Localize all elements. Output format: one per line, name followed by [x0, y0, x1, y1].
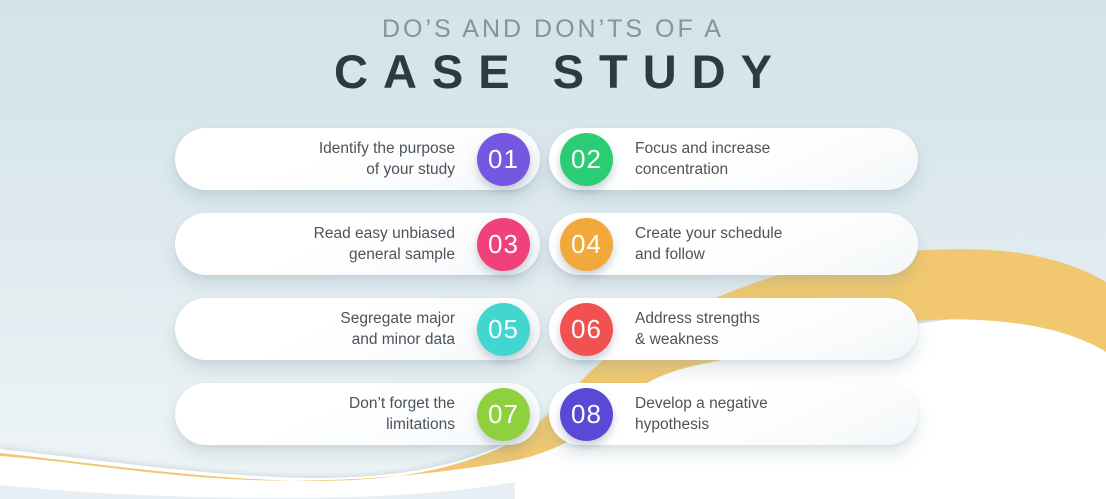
- card-text-line-1: Create your schedule: [635, 225, 783, 242]
- card-06: 06 Address strengths & weakness: [549, 298, 918, 360]
- number-badge: 06: [560, 302, 613, 356]
- card-text-line-2: and follow: [635, 246, 705, 263]
- white-wave-shape: [0, 315, 1106, 499]
- card-text-line-1: Develop a negative: [635, 395, 768, 412]
- number-badge: 07: [477, 387, 530, 441]
- card-text-line-1: Read easy unbiased: [313, 225, 455, 242]
- card-text: Focus and increase concentration: [635, 138, 770, 180]
- card-text-line-1: Address strengths: [635, 310, 760, 327]
- number-badge: 08: [560, 387, 613, 441]
- card-text-line-1: Don’t forget the: [349, 395, 455, 412]
- card-02: 02 Focus and increase concentration: [549, 128, 918, 190]
- card-text: Read easy unbiased general sample: [314, 223, 455, 265]
- card-text-line-2: and minor data: [351, 331, 455, 348]
- card-text-line-1: Identify the purpose: [318, 140, 455, 157]
- number-badge: 02: [560, 132, 613, 186]
- cards-grid: Identify the purpose of your study 01 02…: [175, 128, 918, 445]
- card-text-line-2: concentration: [635, 161, 729, 178]
- number-badge: 03: [477, 217, 530, 271]
- card-text-line-2: of your study: [366, 161, 455, 178]
- card-03: Read easy unbiased general sample 03: [175, 213, 540, 275]
- number-badge: 04: [560, 217, 613, 271]
- card-04: 04 Create your schedule and follow: [549, 213, 918, 275]
- number-badge: 05: [477, 302, 530, 356]
- title-block: DO’S AND DON’TS OF A CASE STUDY: [0, 14, 1106, 98]
- number-badge: 01: [477, 132, 530, 186]
- card-08: 08 Develop a negative hypothesis: [549, 383, 918, 445]
- card-01: Identify the purpose of your study 01: [175, 128, 540, 190]
- card-text: Segregate major and minor data: [340, 308, 455, 350]
- card-text: Develop a negative hypothesis: [635, 393, 768, 435]
- card-text: Address strengths & weakness: [635, 308, 760, 350]
- title-line-2: CASE STUDY: [334, 45, 787, 98]
- card-text: Don’t forget the limitations: [349, 393, 455, 435]
- card-text-line-2: & weakness: [635, 331, 719, 348]
- card-text-line-2: hypothesis: [635, 416, 710, 433]
- bottom-accent-wave: [0, 482, 515, 499]
- card-text: Create your schedule and follow: [635, 223, 782, 265]
- card-text-line-2: limitations: [386, 416, 455, 433]
- card-text-line-2: general sample: [349, 246, 455, 263]
- card-text: Identify the purpose of your study: [319, 138, 455, 180]
- title-line-1: DO’S AND DON’TS OF A: [382, 15, 724, 43]
- card-text-line-1: Segregate major: [340, 310, 455, 327]
- card-07: Don’t forget the limitations 07: [175, 383, 540, 445]
- card-text-line-1: Focus and increase: [635, 140, 771, 157]
- card-05: Segregate major and minor data 05: [175, 298, 540, 360]
